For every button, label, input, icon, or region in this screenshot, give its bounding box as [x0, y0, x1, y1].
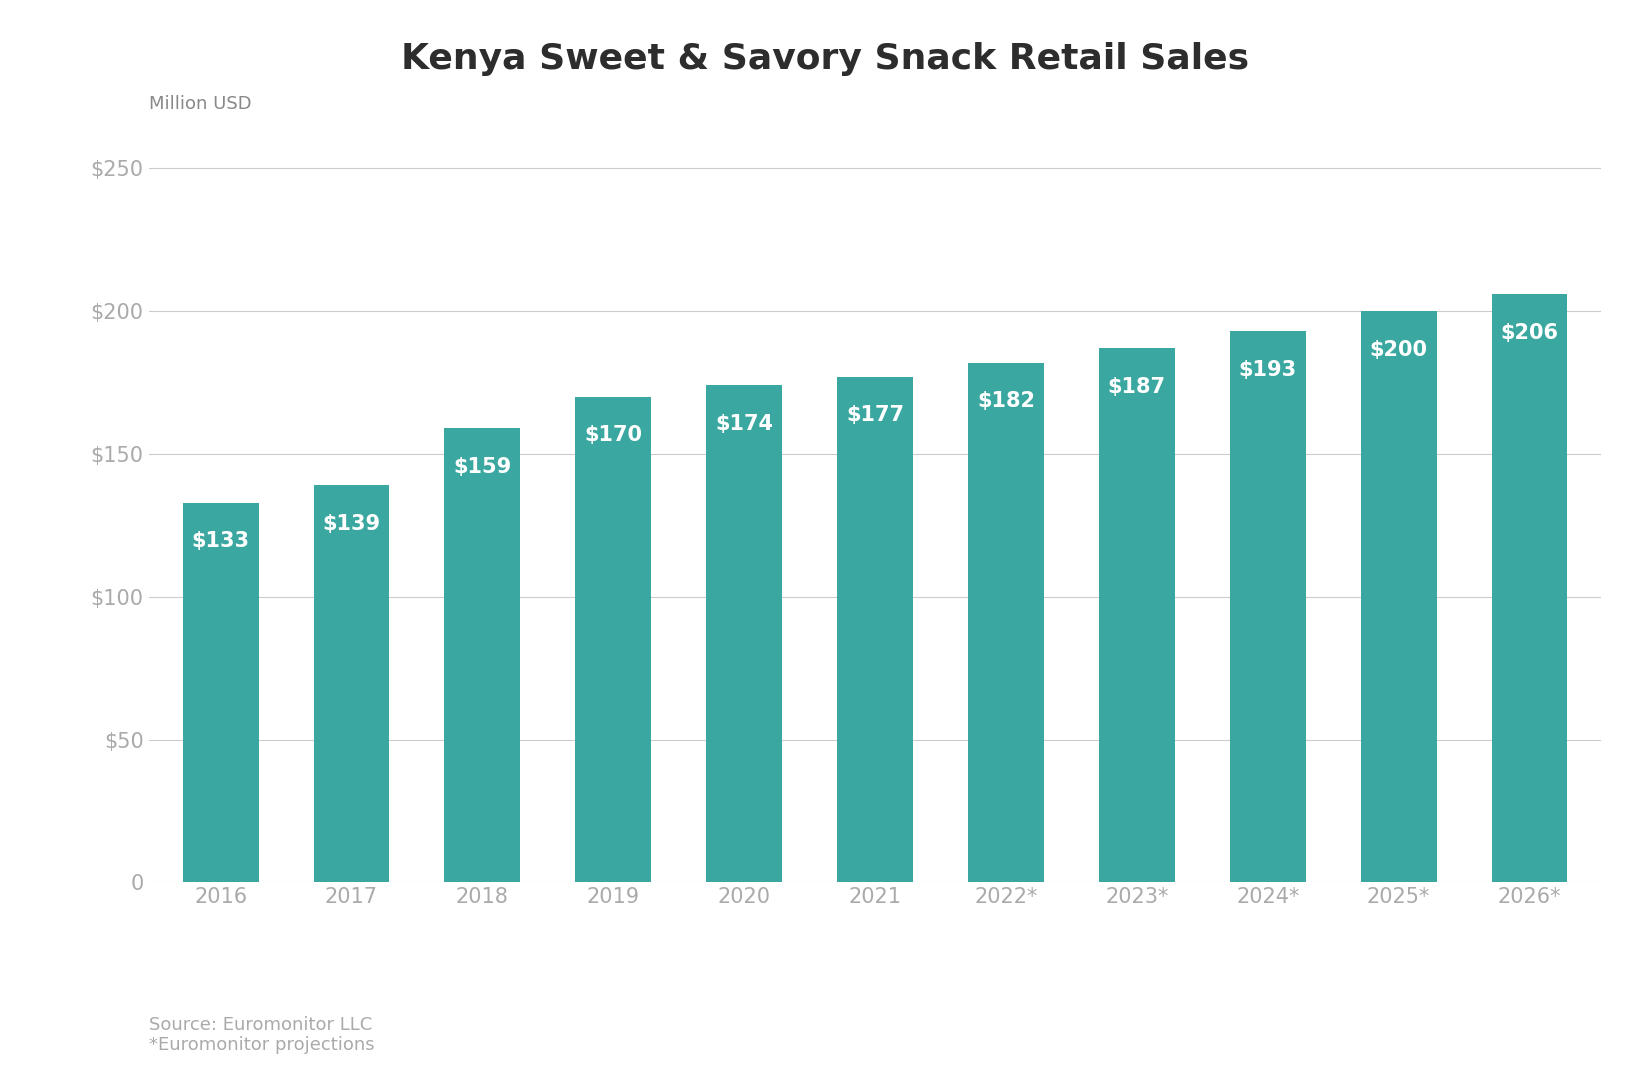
Text: $174: $174 [715, 414, 773, 434]
Bar [1360, 311, 1436, 882]
Bar [314, 485, 390, 882]
Text: Kenya Sweet & Savory Snack Retail Sales: Kenya Sweet & Savory Snack Retail Sales [401, 42, 1250, 76]
Bar [1491, 294, 1567, 882]
Bar [183, 502, 259, 882]
Text: $133: $133 [192, 532, 249, 551]
Text: $200: $200 [1370, 340, 1428, 359]
Text: $139: $139 [322, 514, 380, 534]
Bar [575, 397, 650, 882]
Bar [1100, 349, 1176, 882]
Text: $159: $159 [454, 457, 512, 477]
Bar [837, 377, 913, 882]
Text: $182: $182 [977, 392, 1035, 411]
Bar [707, 385, 783, 882]
Text: $187: $187 [1108, 377, 1166, 397]
Text: $193: $193 [1238, 359, 1296, 380]
Text: $177: $177 [845, 406, 905, 425]
Bar [967, 363, 1043, 882]
Text: Million USD: Million USD [149, 95, 251, 113]
Bar [444, 428, 520, 882]
Text: $170: $170 [584, 425, 642, 445]
Bar [1230, 331, 1306, 882]
Text: Source: Euromonitor LLC
*Euromonitor projections: Source: Euromonitor LLC *Euromonitor pro… [149, 1016, 375, 1054]
Text: $206: $206 [1501, 323, 1559, 342]
